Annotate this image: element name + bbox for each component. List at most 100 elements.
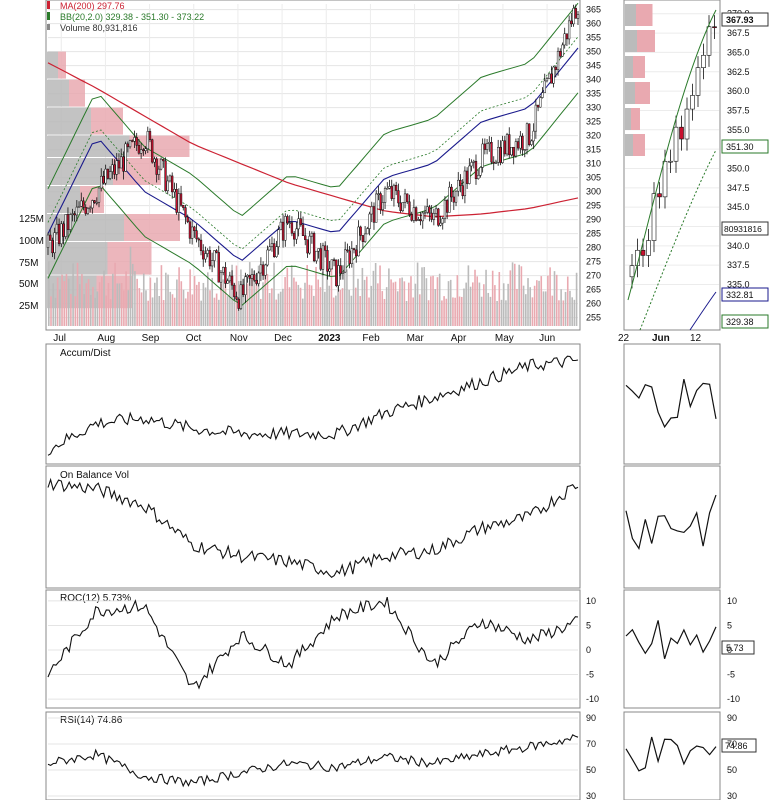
candle-down bbox=[113, 164, 116, 175]
candle-up bbox=[525, 123, 529, 150]
volume-bar-up bbox=[321, 271, 324, 326]
volume-bar-up bbox=[268, 292, 271, 326]
candle-up bbox=[266, 249, 269, 266]
volume-bar-up bbox=[94, 297, 96, 326]
candle-down bbox=[148, 131, 152, 140]
candle-up bbox=[244, 276, 247, 295]
price-tick-label: 360 bbox=[586, 19, 601, 29]
candle-down bbox=[142, 149, 145, 151]
volume-bar-down bbox=[319, 287, 322, 326]
candle-down bbox=[286, 216, 289, 224]
volume-bar-down bbox=[105, 295, 108, 326]
candle-down bbox=[299, 218, 302, 226]
candle-up bbox=[268, 246, 271, 251]
candle-down bbox=[106, 168, 110, 179]
candle-up bbox=[505, 134, 509, 155]
candle-down bbox=[51, 240, 54, 254]
candle-up bbox=[139, 149, 143, 154]
volume-bar-up bbox=[151, 297, 154, 326]
month-label: Oct bbox=[186, 333, 202, 344]
volume-tick-label: 75M bbox=[19, 258, 38, 269]
indicator-detail-line bbox=[625, 736, 717, 772]
volume-bar-up bbox=[242, 279, 244, 326]
price-tick-label: 260 bbox=[586, 299, 601, 309]
volume-bar-down bbox=[494, 285, 496, 326]
candle-down bbox=[536, 104, 540, 108]
volume-bar-down bbox=[286, 267, 289, 326]
obv-panel bbox=[45, 465, 581, 589]
candle-down bbox=[155, 158, 158, 175]
volume-bar-down bbox=[189, 269, 191, 326]
volume-bar-down bbox=[509, 270, 512, 326]
candle-up bbox=[120, 156, 123, 169]
accum-dist-panel bbox=[45, 343, 581, 465]
candle-up bbox=[219, 272, 223, 283]
indicator-detail-line bbox=[625, 620, 717, 659]
candle-up bbox=[204, 253, 207, 260]
price-tick-label: 365 bbox=[586, 5, 601, 15]
volume-bar-down bbox=[454, 297, 456, 326]
volume-bar-up bbox=[438, 273, 441, 326]
volume-bar-up bbox=[416, 262, 419, 326]
volume-bar-down bbox=[120, 282, 123, 326]
candle-up bbox=[133, 137, 136, 142]
detail-candle-up bbox=[695, 67, 701, 96]
candle-up bbox=[534, 104, 538, 132]
candle-down bbox=[197, 238, 200, 241]
candle-up bbox=[472, 160, 475, 163]
candle-up bbox=[69, 214, 72, 230]
obv-label: On Balance Vol bbox=[60, 470, 129, 481]
detail-price-axis: 370.0367.5365.0362.5360.0357.5355.0352.5… bbox=[727, 9, 750, 290]
volume-bar-up bbox=[467, 265, 470, 326]
volume-bar-up bbox=[518, 264, 520, 326]
candle-up bbox=[539, 97, 542, 108]
candle-up bbox=[377, 193, 380, 195]
candle-up bbox=[53, 232, 56, 254]
month-label: Mar bbox=[407, 333, 425, 344]
candle-up bbox=[375, 193, 378, 223]
candle-up bbox=[55, 223, 59, 233]
detail-tick-label: 337.5 bbox=[727, 260, 750, 270]
detail-candle-up bbox=[673, 126, 679, 162]
candle-down bbox=[255, 279, 258, 284]
volume-bar-down bbox=[403, 281, 406, 326]
detail-tag-volume: 80931816 bbox=[724, 224, 762, 234]
candle-up bbox=[295, 228, 298, 240]
volume-bar-down bbox=[70, 293, 72, 326]
volume-bar-up bbox=[112, 273, 114, 326]
volume-bar-down bbox=[251, 274, 253, 326]
volume-bar-up bbox=[328, 285, 331, 326]
detail-profile-up bbox=[625, 108, 631, 130]
candle-down bbox=[93, 200, 96, 203]
volume-bar-up bbox=[343, 264, 346, 326]
indicator-line bbox=[47, 734, 579, 788]
candle-up bbox=[310, 233, 314, 237]
candle-up bbox=[144, 148, 147, 151]
volume-bar-up bbox=[169, 291, 172, 326]
candle-down bbox=[102, 175, 105, 184]
candle-up bbox=[257, 272, 260, 284]
volume-bar-up bbox=[469, 286, 472, 326]
candle-down bbox=[319, 248, 322, 270]
candle-up bbox=[275, 246, 278, 258]
candle-down bbox=[326, 250, 329, 272]
candle-up bbox=[368, 213, 371, 229]
volume-bar-up bbox=[233, 282, 236, 326]
price-tick-label: 285 bbox=[586, 229, 601, 239]
detail-candle-down bbox=[657, 193, 662, 198]
volume-bar-down bbox=[491, 270, 494, 326]
candle-up bbox=[421, 212, 424, 222]
roc-tag: 5.73 bbox=[726, 643, 744, 653]
volume-bar-down bbox=[452, 297, 454, 326]
volume-bar-up bbox=[218, 299, 220, 326]
volume-bar-down bbox=[381, 291, 384, 326]
volume-bar-up bbox=[447, 281, 450, 326]
volume-bar-down bbox=[63, 281, 66, 326]
volume-bar-down bbox=[65, 274, 68, 326]
detail-axis-12: 12 bbox=[690, 333, 702, 344]
detail-tick-label: 350.0 bbox=[727, 163, 750, 173]
month-label: Nov bbox=[230, 333, 248, 344]
candle-down bbox=[474, 160, 478, 180]
candle-down bbox=[359, 226, 362, 236]
indicator-tick-label: 90 bbox=[586, 713, 596, 723]
